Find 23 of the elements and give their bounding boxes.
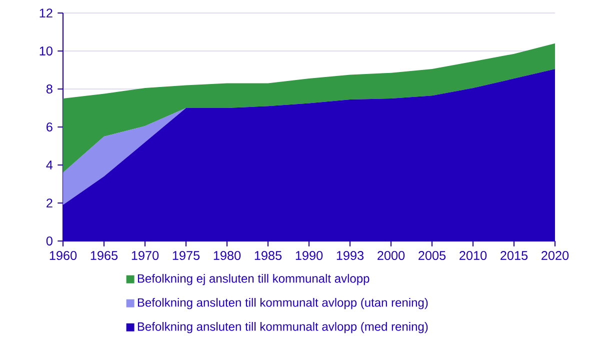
y-tick-label: 10 — [40, 46, 52, 56]
x-tick-label: 2020 — [542, 251, 569, 260]
legend-label: Befolkning ansluten till kommunalt avlopp (utan rening) — [138, 298, 428, 310]
legend-label: Befolkning ej ansluten till kommunalt avlopp — [138, 274, 370, 286]
x-tick-label: 1990 — [296, 251, 323, 260]
y-tick-label: 4 — [46, 160, 53, 170]
y-tick-label: 0 — [46, 236, 52, 246]
y-tick-label: 12 — [40, 8, 52, 18]
y-tick-label: 6 — [46, 122, 52, 132]
x-tick-label: 2005 — [418, 251, 446, 260]
x-tick-label: 2015 — [500, 251, 528, 260]
x-tick-label: 2000 — [378, 251, 405, 260]
x-tick-label: 1985 — [254, 251, 282, 260]
x-tick-label: 1975 — [172, 251, 200, 260]
x-tick-label: 1970 — [132, 251, 159, 260]
x-tick-label: 1993 — [336, 251, 364, 260]
y-tick-label: 2 — [46, 198, 52, 208]
x-tick-label: 2010 — [460, 251, 487, 260]
x-tick-label: 1960 — [50, 251, 77, 260]
x-tick-label: 1980 — [214, 251, 241, 260]
y-tick-label: 8 — [46, 84, 52, 94]
x-tick-label: 1965 — [90, 251, 118, 260]
legend-label: Befolkning ansluten till kommunalt avlopp (med rening) — [138, 322, 428, 334]
